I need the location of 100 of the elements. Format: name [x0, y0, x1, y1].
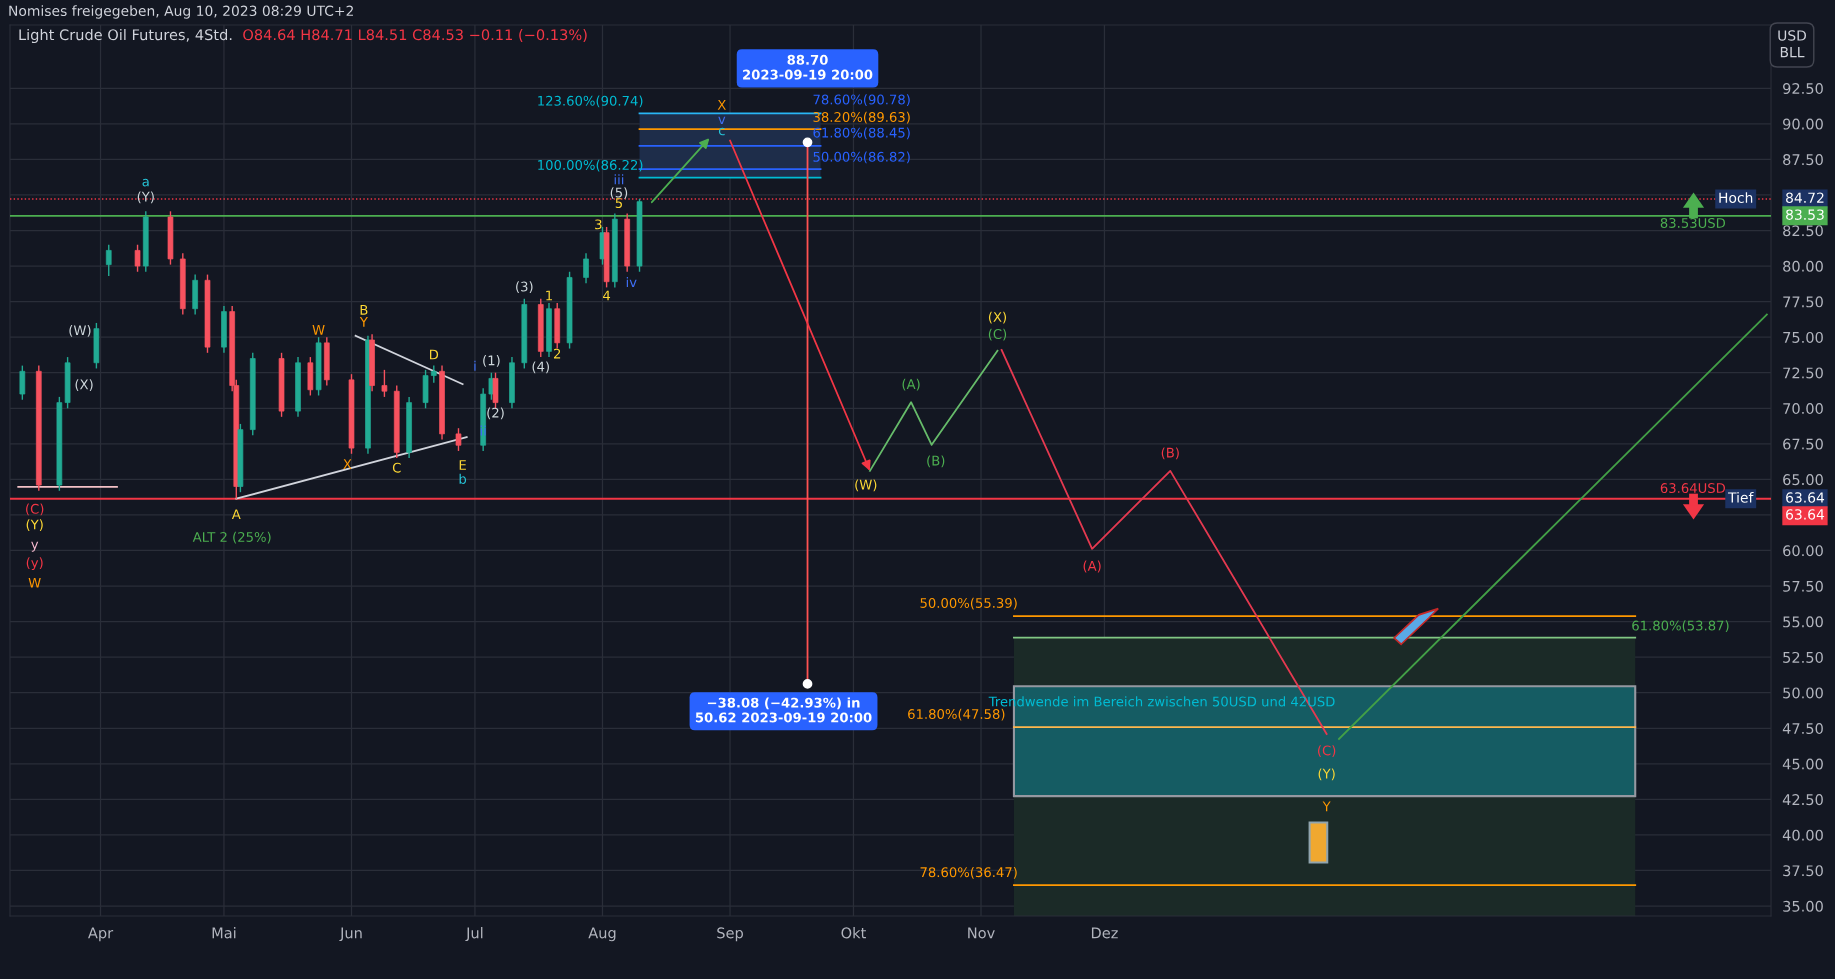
annotation: W — [312, 325, 325, 335]
annotation: B — [360, 305, 368, 315]
candlestick — [105, 244, 112, 277]
candlestick — [134, 244, 141, 273]
y-tick-label: 52.50 — [1783, 651, 1823, 663]
x-tick-label: Dez — [1091, 927, 1118, 939]
annotation: c — [718, 127, 725, 136]
y-tick-label: 57.50 — [1783, 580, 1823, 592]
annotation: C — [392, 462, 401, 473]
x-tick-label: Okt — [841, 927, 866, 939]
annotation: (2) — [487, 407, 504, 420]
annotation: D — [430, 349, 439, 360]
annotation: y — [31, 541, 39, 552]
x-tick-label: Jun — [339, 927, 362, 942]
y-tick-label: 72.50 — [1783, 367, 1823, 379]
x-tick-label: Nov — [968, 927, 995, 939]
candlestick — [583, 252, 589, 284]
annotation: (Y) — [137, 191, 154, 204]
text: 63.64 — [1786, 492, 1825, 503]
y-tick-label: 55.00 — [1783, 616, 1823, 628]
annotation: W — [28, 577, 41, 588]
annotation: 61.80%(53.87) — [1632, 620, 1729, 633]
annotation: v — [718, 116, 726, 124]
annotation: (Y) — [26, 519, 43, 531]
y-tick-label: 80.00 — [1783, 260, 1823, 272]
y-tick-label: 50.00 — [1783, 687, 1823, 699]
annotation: Tief — [1728, 492, 1754, 503]
y-tick-label: 65.00 — [1783, 474, 1823, 486]
annotation: 63.64USD — [1660, 483, 1726, 494]
annotation: (A) — [1083, 560, 1101, 573]
annotation: a — [142, 178, 149, 187]
annotation: (X) — [988, 311, 1007, 324]
annotation: ALT 2 (25%) — [192, 531, 271, 544]
annotation: (y) — [26, 557, 43, 571]
annotation: b — [459, 473, 467, 484]
annotation: (A) — [902, 378, 920, 391]
x-tick-label: Apr — [88, 927, 114, 942]
annotation: Y — [359, 317, 368, 327]
annotation: (C) — [26, 503, 44, 516]
annotation: (X) — [75, 379, 93, 391]
annotation: 1 — [546, 290, 552, 301]
annotation: (1) — [483, 355, 500, 367]
candlestick — [19, 364, 26, 401]
y-tick-label: 67.50 — [1783, 438, 1823, 450]
annotation: (4) — [532, 361, 549, 374]
annotation: 123.60%(90.74) — [538, 95, 643, 108]
chart-subtitle: O84.64 H84.71 L84.51 C84.53 −0.11 (−0.13%) — [243, 28, 587, 42]
y-tick-label: 82.50 — [1783, 225, 1823, 237]
annotation: 88.70 2023-09-19 20:00 — [743, 54, 873, 80]
annotation: 3 — [595, 219, 602, 230]
annotation: 78.60%(36.47) — [920, 866, 1017, 879]
annotation: Hoch — [1719, 192, 1753, 203]
text: 63.64 — [1786, 509, 1825, 520]
y-tick-label: 60.00 — [1783, 545, 1823, 557]
text: 84.72 — [1786, 192, 1824, 203]
text: Nomises freigegeben, Aug 10, 2023 08:29 UTC+2 — [9, 5, 353, 19]
annotation: 50.00%(86.82) — [813, 151, 910, 164]
annotation: i — [474, 360, 476, 371]
annotation: E — [459, 460, 466, 470]
annotation: (3) — [516, 281, 533, 294]
y-tick-label: 92.50 — [1783, 83, 1823, 95]
y-tick-label: 70.00 — [1783, 403, 1823, 415]
y-tick-label: 45.00 — [1782, 758, 1823, 770]
annotation: iii — [614, 174, 624, 185]
y-tick-label: 40.00 — [1782, 829, 1823, 841]
annotation: 61.80%(88.45) — [813, 127, 910, 140]
x-tick-label: Sep — [717, 927, 743, 942]
y-tick-label: 35.00 — [1783, 900, 1823, 912]
annotation: 61.80%(47.58) — [908, 708, 1005, 721]
annotation: (B) — [927, 455, 945, 468]
y-tick-label: 37.50 — [1783, 865, 1823, 877]
y-tick-label: 47.50 — [1782, 722, 1823, 735]
annotation: 38.20%(89.63) — [813, 111, 910, 124]
annotation: 5 — [615, 198, 622, 209]
annotation: (5) — [610, 187, 628, 200]
y-tick-label: 42.50 — [1782, 794, 1823, 806]
candlestick — [381, 369, 388, 398]
annotation: (C) — [1318, 745, 1336, 757]
annotation: 50.00%(55.39) — [920, 597, 1017, 610]
x-tick-label: Mai — [212, 927, 236, 939]
x-tick-label: Jul — [465, 927, 483, 942]
annotation: X — [343, 459, 352, 469]
annotation: (C) — [988, 328, 1007, 341]
y-tick-label: 87.50 — [1783, 154, 1823, 166]
annotation: (Y) — [1318, 768, 1335, 781]
y-tick-label: 75.00 — [1783, 331, 1823, 343]
candlestick — [455, 427, 462, 452]
annotation: 4 — [603, 290, 611, 301]
chart-title: Light Crude Oil Futures, 4Std. — [19, 28, 232, 44]
annotation: ii — [480, 425, 486, 436]
x-tick-label: Aug — [588, 927, 616, 942]
text: 83.53 — [1786, 209, 1824, 220]
annotation: 83.53USD — [1660, 217, 1726, 228]
y-tick-label: 77.50 — [1783, 296, 1823, 308]
annotation: 2 — [554, 348, 561, 359]
annotation: (W) — [69, 325, 91, 337]
annotation: (W) — [855, 479, 877, 492]
y-axis-title: USD BLL — [1778, 30, 1807, 58]
annotation: X — [717, 100, 726, 110]
annotation: 100.00%(86.22) — [538, 159, 643, 172]
